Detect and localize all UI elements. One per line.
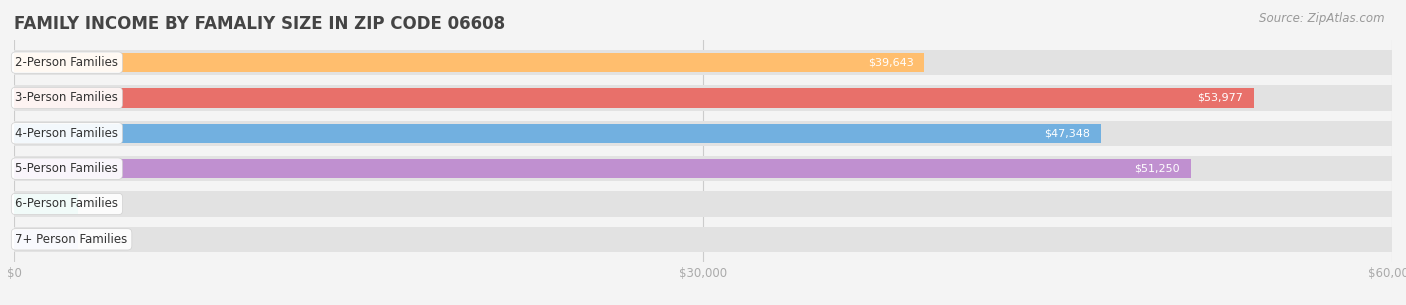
Bar (14, 156, 1392, 181)
Text: FAMILY INCOME BY FAMALIY SIZE IN ZIP CODE 06608: FAMILY INCOME BY FAMALIY SIZE IN ZIP COD… (14, 15, 505, 33)
Bar (14, 120, 1392, 146)
Text: $0: $0 (90, 199, 104, 209)
Bar (14, 50, 1392, 75)
Text: 3-Person Families: 3-Person Families (15, 92, 118, 105)
Bar (14, 53, 925, 72)
Text: 6-Person Families: 6-Person Families (15, 197, 118, 210)
Text: 7+ Person Families: 7+ Person Families (15, 233, 128, 246)
Text: 4-Person Families: 4-Person Families (15, 127, 118, 140)
Text: Source: ZipAtlas.com: Source: ZipAtlas.com (1260, 12, 1385, 25)
Bar (14, 85, 1392, 111)
Bar (14, 88, 1254, 108)
Bar (14, 194, 79, 214)
Text: 5-Person Families: 5-Person Families (15, 162, 118, 175)
Text: $51,250: $51,250 (1135, 164, 1180, 174)
Bar (14, 124, 1101, 143)
Text: 2-Person Families: 2-Person Families (15, 56, 118, 69)
Bar (14, 227, 1392, 252)
Bar (14, 230, 79, 249)
Bar (14, 159, 1191, 178)
Text: $53,977: $53,977 (1197, 93, 1243, 103)
Text: $0: $0 (90, 234, 104, 244)
Text: $39,643: $39,643 (868, 58, 914, 68)
Bar (14, 191, 1392, 217)
Text: $47,348: $47,348 (1045, 128, 1091, 138)
